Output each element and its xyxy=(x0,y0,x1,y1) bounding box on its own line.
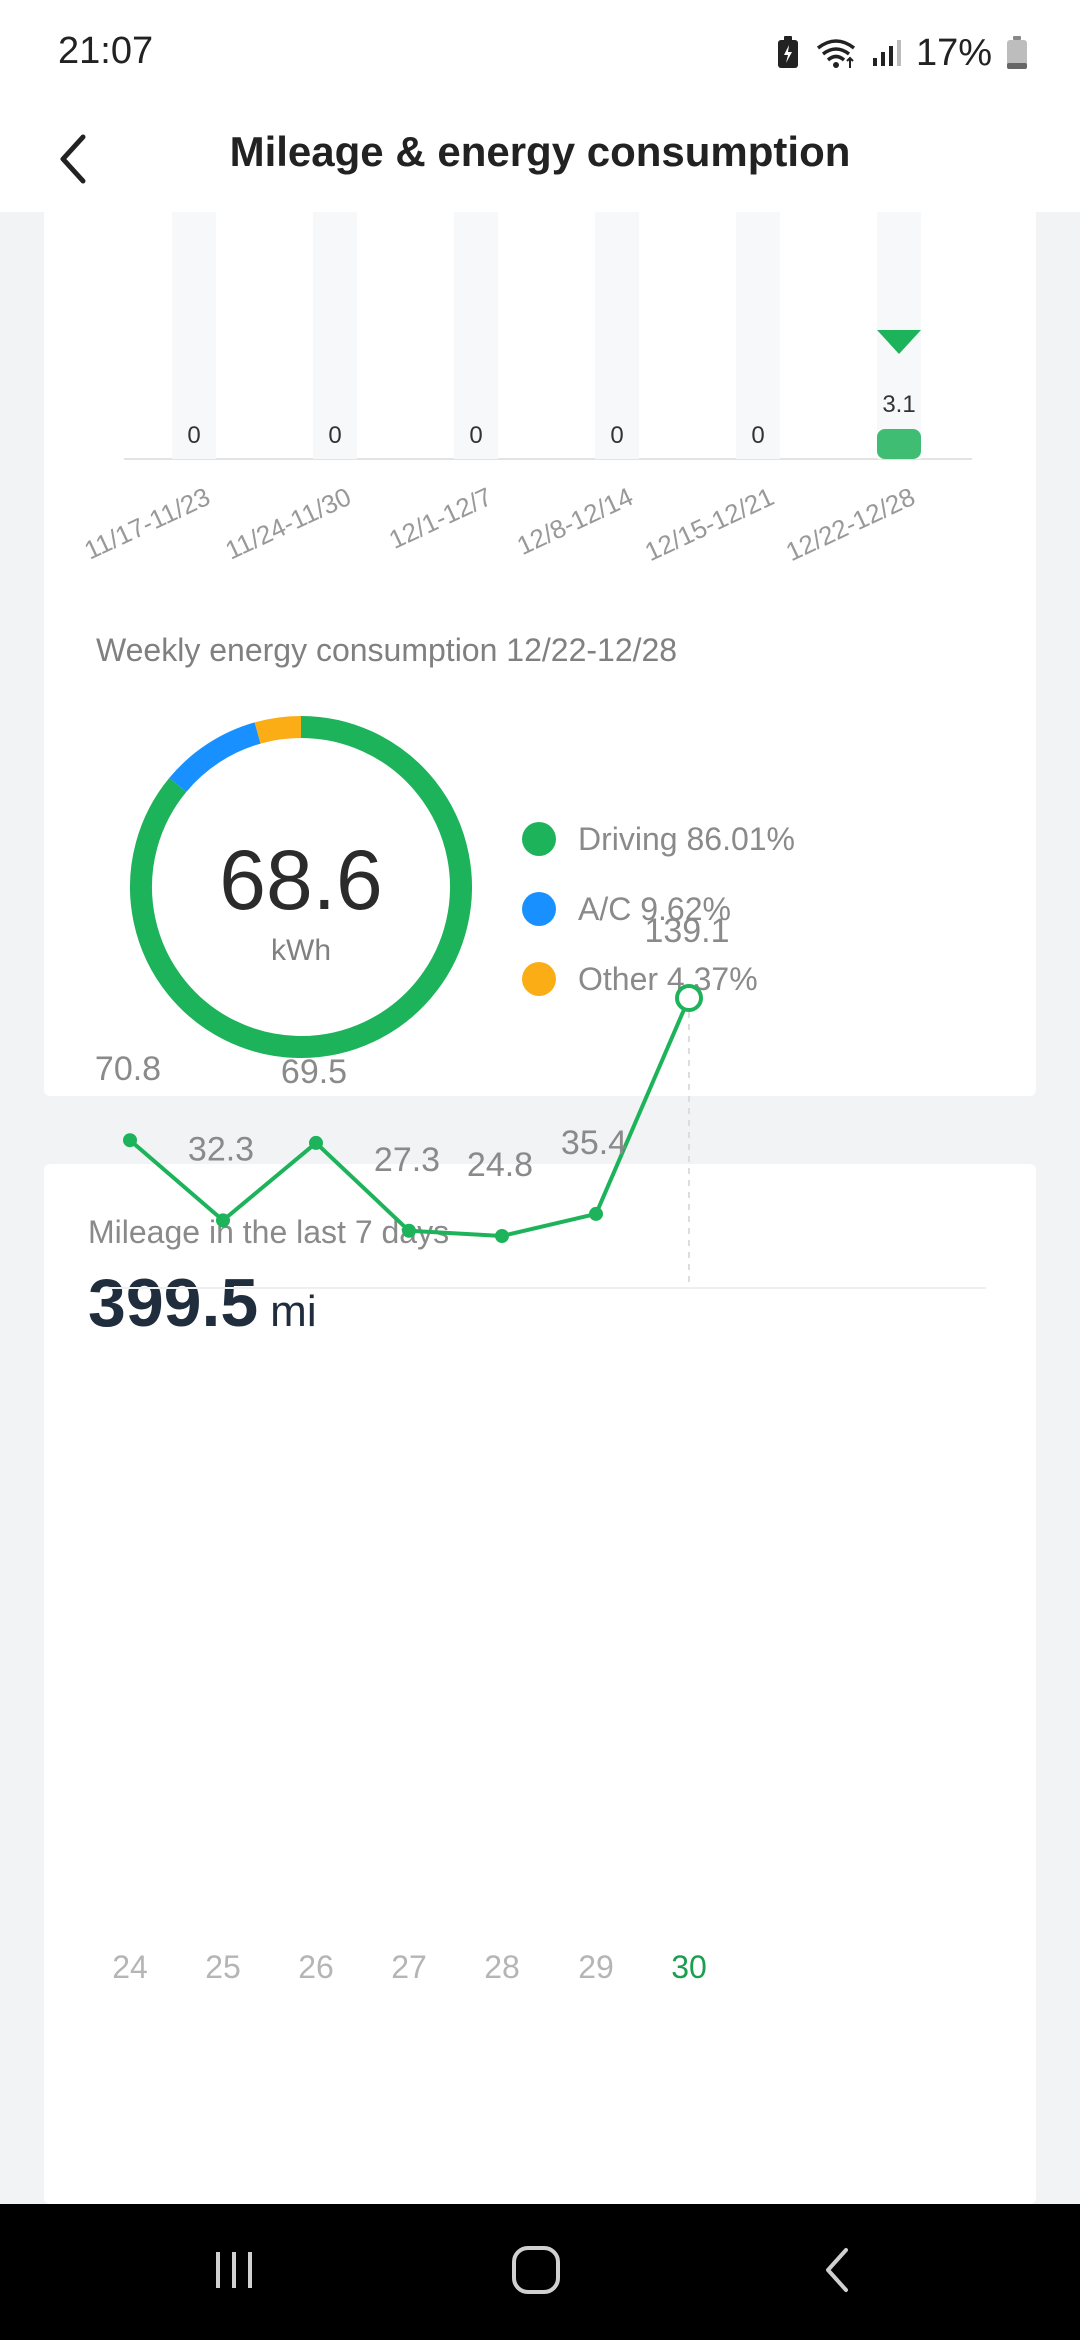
legend-dot-ac xyxy=(522,892,556,926)
legend-label-other: Other 4.37% xyxy=(578,960,758,997)
weekly-energy-title: Weekly energy consumption 12/22-12/28 xyxy=(96,632,678,668)
back-button[interactable] xyxy=(40,126,110,196)
status-time: 21:07 xyxy=(58,30,154,72)
energy-donut-chart xyxy=(130,716,472,1058)
app-bar: Mileage & energy consumption xyxy=(0,110,1080,212)
data-value-label: 27.3 xyxy=(374,1141,440,1179)
energy-donut: 68.6 kWh xyxy=(126,712,476,1062)
mileage-label: Mileage in the last 7 days xyxy=(88,1214,450,1250)
data-point[interactable] xyxy=(216,1213,230,1228)
data-point[interactable] xyxy=(589,1206,603,1221)
home-icon xyxy=(510,2244,562,2301)
battery-percent: 17% xyxy=(915,31,992,74)
bar-track xyxy=(454,212,498,459)
bar-track xyxy=(595,212,639,459)
mileage-total-unit: mi xyxy=(270,1287,317,1336)
legend-dot-driving xyxy=(522,822,556,856)
x-axis-label: 27 xyxy=(391,1949,427,1985)
x-axis-label: 29 xyxy=(578,1949,614,1985)
energy-total-unit: kWh xyxy=(271,934,331,967)
data-value-label: 139.1 xyxy=(644,912,729,950)
bar-track xyxy=(736,212,780,459)
bar-track xyxy=(313,212,357,459)
wifi-icon xyxy=(814,36,858,70)
selected-marker-icon xyxy=(877,330,921,354)
donut-slice-other xyxy=(254,716,302,744)
bar-category-label: 11/24-11/30 xyxy=(221,481,356,565)
weekly-bar-chart[interactable]: 0 11/17-11/23 0 11/24-11/30 0 12/1-12/7 0 12/8-… xyxy=(44,212,1036,612)
x-axis-label: 30 xyxy=(671,1949,707,1985)
page-title: Mileage & energy consumption xyxy=(229,128,851,175)
system-nav-bar xyxy=(0,2204,1080,2340)
battery-saver-icon xyxy=(776,36,800,70)
data-point[interactable] xyxy=(309,1135,323,1150)
back-nav-icon xyxy=(820,2244,856,2301)
data-value-label: 70.8 xyxy=(95,1050,161,1088)
energy-total-value: 68.6 xyxy=(219,833,383,927)
legend-item-ac: A/C 9.62% xyxy=(522,874,795,944)
bar-value-label: 0 xyxy=(751,422,764,449)
donut-slice-driving xyxy=(130,716,472,1058)
status-bar: 21:07 17% xyxy=(0,0,1080,110)
data-point[interactable] xyxy=(495,1229,509,1243)
bar[interactable] xyxy=(877,429,921,459)
legend-item-other: Other 4.37% xyxy=(522,944,795,1014)
data-value-label: 24.8 xyxy=(467,1146,533,1184)
status-icons: 17% xyxy=(776,28,1028,78)
bar-value-label: 0 xyxy=(187,422,200,449)
back-nav-button[interactable] xyxy=(788,2232,888,2312)
x-axis-label: 26 xyxy=(298,1949,334,1985)
bar-value-label: 0 xyxy=(469,422,482,449)
data-point[interactable] xyxy=(402,1223,416,1238)
data-value-label: 35.4 xyxy=(561,1124,627,1162)
mileage-total: 399.5 mi xyxy=(88,1264,317,1342)
recent-apps-button[interactable] xyxy=(184,2232,284,2312)
chevron-left-icon xyxy=(55,133,95,190)
bar-category-label: 12/15-12/21 xyxy=(640,481,778,567)
data-point[interactable] xyxy=(123,1133,137,1148)
data-point-selected[interactable] xyxy=(675,984,703,1012)
bar-category-label: 12/22-12/28 xyxy=(781,481,919,567)
battery-icon xyxy=(1006,36,1028,70)
bar-category-label: 12/1-12/7 xyxy=(384,481,496,555)
data-value-label: 69.5 xyxy=(281,1053,347,1091)
energy-card: 0 11/17-11/23 0 11/24-11/30 0 12/1-12/7 0 12/8-… xyxy=(44,212,1036,1096)
bar-category-label: 12/8-12/14 xyxy=(512,481,637,561)
data-value-label: 32.3 xyxy=(188,1130,254,1168)
mileage-card: Mileage in the last 7 days 399.5 mi 70.8… xyxy=(44,912,1036,2204)
bar-value-label: 3.1 xyxy=(882,391,915,418)
recent-apps-icon xyxy=(210,2248,258,2297)
home-button[interactable] xyxy=(486,2232,586,2312)
legend-dot-other xyxy=(522,962,556,996)
x-axis-label: 28 xyxy=(484,1949,520,1985)
bar-track xyxy=(172,212,216,459)
donut-slice-ac xyxy=(169,722,261,793)
signal-icon xyxy=(872,38,902,68)
bar-value-label: 0 xyxy=(610,422,623,449)
x-axis-label: 24 xyxy=(112,1949,148,1985)
mileage-line-chart[interactable]: 70.8 24 32.3 25 69.5 26 27.3 27 24.8 28 35.4 29 139.… xyxy=(44,912,1036,1985)
legend-item-driving: Driving 86.01% xyxy=(522,804,795,874)
x-axis-label: 25 xyxy=(205,1949,241,1985)
bar-category-label: 11/17-11/23 xyxy=(80,481,215,565)
legend-label-driving: Driving 86.01% xyxy=(578,820,795,857)
bar-value-label: 0 xyxy=(328,422,341,449)
energy-legend: Driving 86.01% A/C 9.62% Other 4.37% xyxy=(522,804,795,1014)
mileage-total-value: 399.5 xyxy=(88,1265,259,1341)
legend-label-ac: A/C 9.62% xyxy=(578,890,731,927)
